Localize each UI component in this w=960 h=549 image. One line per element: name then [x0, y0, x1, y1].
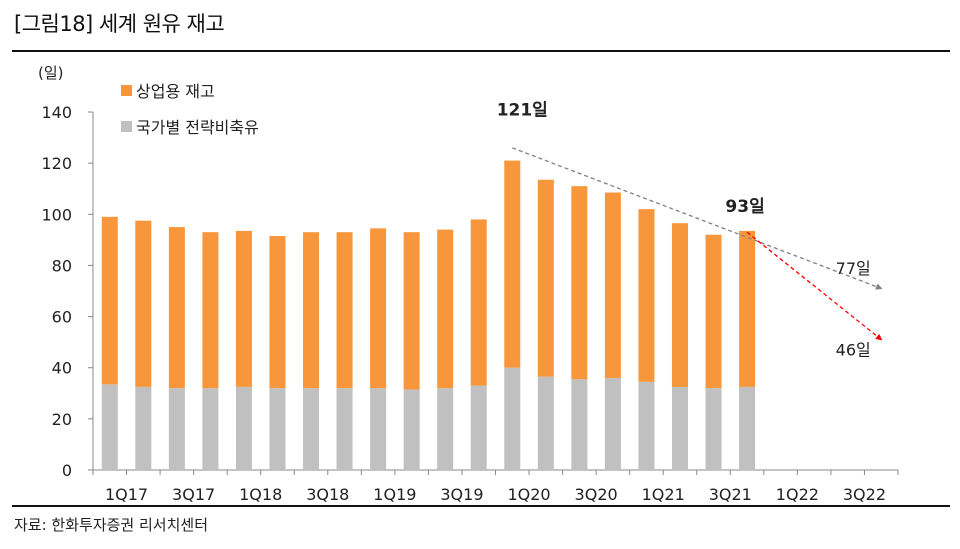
commercial-bar: [571, 186, 588, 380]
reserve-bar: [101, 384, 118, 470]
commercial-bar: [235, 230, 252, 387]
x-tick-label: 1Q20: [507, 485, 550, 504]
legend-swatch: [121, 121, 132, 132]
x-tick-label: 3Q19: [440, 485, 483, 504]
red-trend-line: [746, 231, 883, 341]
legend-label: 상업용 재고: [136, 82, 215, 101]
annotation-label: 121일: [497, 101, 548, 121]
reserve-bar: [537, 376, 554, 470]
reserve-bar: [135, 386, 152, 470]
figure-title: [그림18] 세계 원유 재고: [14, 12, 225, 36]
commercial-bar: [671, 223, 688, 387]
commercial-bar: [739, 230, 756, 387]
commercial-bar: [269, 236, 286, 389]
y-tick-label: 100: [41, 205, 72, 224]
reserve-bar: [403, 389, 420, 470]
reserve-bar: [235, 386, 252, 470]
reserve-bar: [739, 386, 756, 470]
commercial-bar: [537, 179, 554, 377]
x-tick-label: 3Q20: [575, 485, 618, 504]
commercial-bar: [135, 220, 152, 387]
commercial-bar: [202, 232, 219, 389]
annotation-label: 46일: [836, 340, 871, 359]
reserve-bar: [437, 388, 454, 470]
x-tick-label: 1Q17: [105, 485, 148, 504]
y-tick-label: 60: [52, 308, 72, 327]
commercial-bar: [604, 192, 621, 378]
commercial-bar: [504, 160, 521, 368]
reserve-bar: [705, 388, 722, 470]
reserve-bar: [470, 385, 487, 470]
reserve-bar: [604, 377, 621, 470]
legend-label: 국가별 전략비축유: [136, 118, 259, 137]
reserve-bar: [638, 381, 655, 470]
y-tick-label: 40: [52, 359, 72, 378]
y-tick-label: 20: [52, 410, 72, 429]
x-tick-label: 1Q18: [239, 485, 282, 504]
reserve-bar: [202, 388, 219, 470]
commercial-bar: [336, 232, 353, 389]
x-tick-label: 3Q22: [843, 485, 886, 504]
x-tick-label: 3Q17: [172, 485, 215, 504]
title-divider: [12, 50, 950, 52]
reserve-bar: [671, 386, 688, 470]
commercial-bar: [403, 232, 420, 390]
reserve-bar: [336, 388, 353, 470]
gray-trend-line: [512, 147, 883, 290]
reserve-bar: [269, 388, 286, 470]
y-tick-label: 120: [41, 154, 72, 173]
commercial-bar: [437, 229, 454, 389]
annotation-label: 93일: [725, 197, 764, 217]
x-tick-label: 3Q21: [709, 485, 752, 504]
y-unit-label: (일): [38, 64, 64, 82]
reserve-bar: [571, 379, 588, 470]
commercial-bar: [470, 219, 487, 386]
x-tick-label: 1Q19: [373, 485, 416, 504]
commercial-bar: [638, 209, 655, 382]
commercial-bar: [705, 234, 722, 389]
commercial-bar: [303, 232, 320, 389]
commercial-bar: [370, 228, 387, 389]
reserve-bar: [370, 388, 387, 470]
commercial-bar: [101, 216, 118, 385]
source-divider: [12, 505, 950, 507]
y-tick-label: 0: [62, 461, 72, 480]
x-tick-label: 1Q22: [776, 485, 819, 504]
legend-swatch: [121, 85, 132, 96]
x-tick-label: 3Q18: [306, 485, 349, 504]
source-note: 자료: 한화투자증권 리서치센터: [14, 516, 208, 534]
reserve-bar: [168, 388, 185, 470]
annotation-label: 77일: [836, 259, 871, 278]
reserve-bar: [303, 388, 320, 470]
y-tick-label: 140: [41, 103, 72, 122]
reserve-bar: [504, 367, 521, 470]
commercial-bar: [168, 227, 185, 389]
y-tick-label: 80: [52, 256, 72, 275]
x-tick-label: 1Q21: [642, 485, 685, 504]
